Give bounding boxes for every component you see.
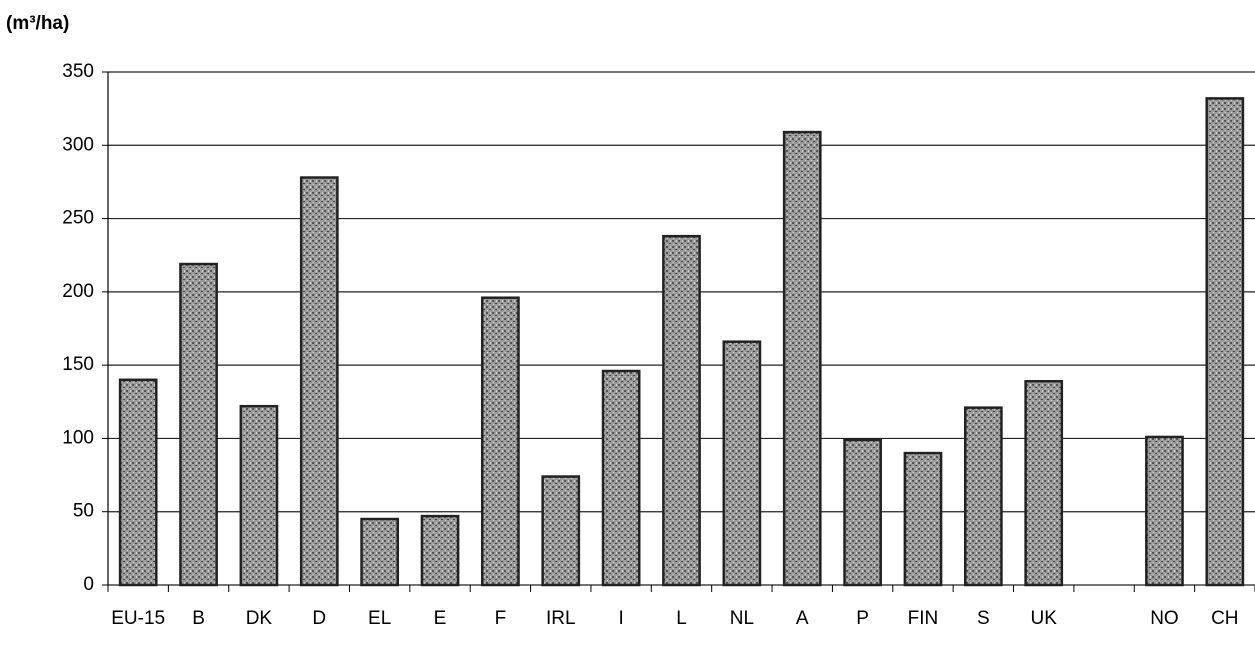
- y-tick-label: 50: [73, 501, 94, 522]
- bar: [722, 340, 762, 587]
- bar: [1024, 380, 1064, 587]
- x-tick-label: EU-15: [111, 608, 165, 629]
- bar: [481, 296, 520, 587]
- x-tick-label: I: [618, 608, 623, 629]
- bar: [662, 234, 701, 587]
- x-tick-label: DK: [246, 608, 273, 629]
- bar: [782, 130, 822, 587]
- y-tick-label: 150: [62, 354, 94, 375]
- bar: [843, 438, 882, 587]
- bar: [903, 451, 943, 587]
- x-tick-label: P: [856, 608, 869, 629]
- y-axis-label: (m³/ha): [6, 13, 69, 34]
- x-tick-label: L: [676, 608, 687, 629]
- x-tick-label: IRL: [546, 608, 576, 629]
- y-tick-label: 350: [62, 61, 94, 82]
- x-tick-label: A: [796, 608, 809, 629]
- x-tick-label: D: [312, 608, 326, 629]
- x-tick-label: E: [434, 608, 447, 629]
- bar: [118, 378, 158, 587]
- y-tick-label: 100: [62, 427, 94, 448]
- x-tick-label: EL: [368, 608, 391, 629]
- bar: [299, 176, 339, 587]
- bar: [179, 262, 218, 587]
- x-tick-label: S: [977, 608, 990, 629]
- x-tick-label: NL: [730, 608, 754, 629]
- x-tick-label: NO: [1150, 608, 1179, 629]
- x-tick-label: FIN: [908, 608, 939, 629]
- bar: [963, 406, 1003, 587]
- y-tick-label: 300: [62, 134, 94, 155]
- bar: [1145, 435, 1184, 587]
- bar: [360, 517, 400, 587]
- y-tick-label: 0: [83, 574, 94, 595]
- bar: [601, 369, 641, 587]
- x-tick-label: F: [495, 608, 507, 629]
- bar: [541, 475, 581, 587]
- x-tick-label: B: [192, 608, 205, 629]
- y-tick-label: 250: [62, 208, 94, 229]
- bar: [420, 514, 460, 587]
- x-tick-label: CH: [1211, 608, 1238, 629]
- y-tick-label: 200: [62, 281, 94, 302]
- bar: [239, 404, 279, 587]
- x-tick-label: UK: [1031, 608, 1058, 629]
- bar: [1205, 97, 1245, 587]
